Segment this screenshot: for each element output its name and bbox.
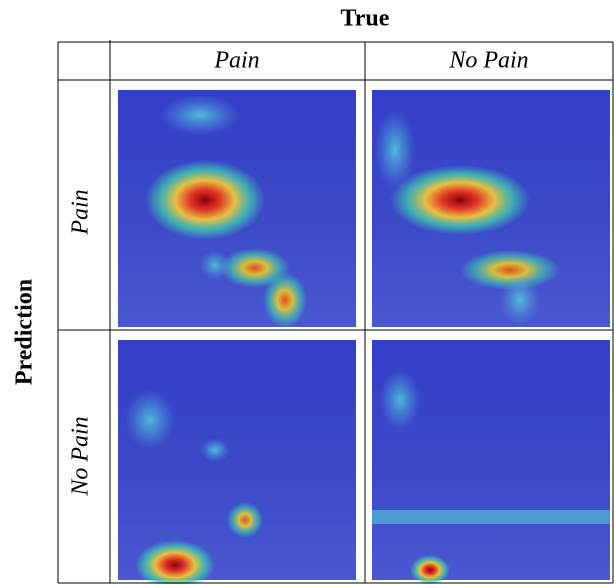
page: {"header": {"column_title": "True", "row…	[0, 0, 614, 584]
heatmap-nopain-nopain	[372, 340, 610, 584]
heatmap-pain-nopain	[372, 90, 610, 327]
row-label: Pain	[68, 189, 94, 235]
column-label: Pain	[213, 48, 259, 74]
column-title: True	[341, 6, 390, 32]
row-label: No Pain	[68, 416, 94, 496]
figure: True Prediction Pain No Pain Pain No Pai…	[0, 0, 614, 584]
heatmap-nopain-pain	[118, 340, 356, 584]
heatmap-pain-pain	[118, 90, 356, 328]
column-label: No Pain	[448, 48, 528, 74]
row-title: Prediction	[12, 279, 38, 385]
